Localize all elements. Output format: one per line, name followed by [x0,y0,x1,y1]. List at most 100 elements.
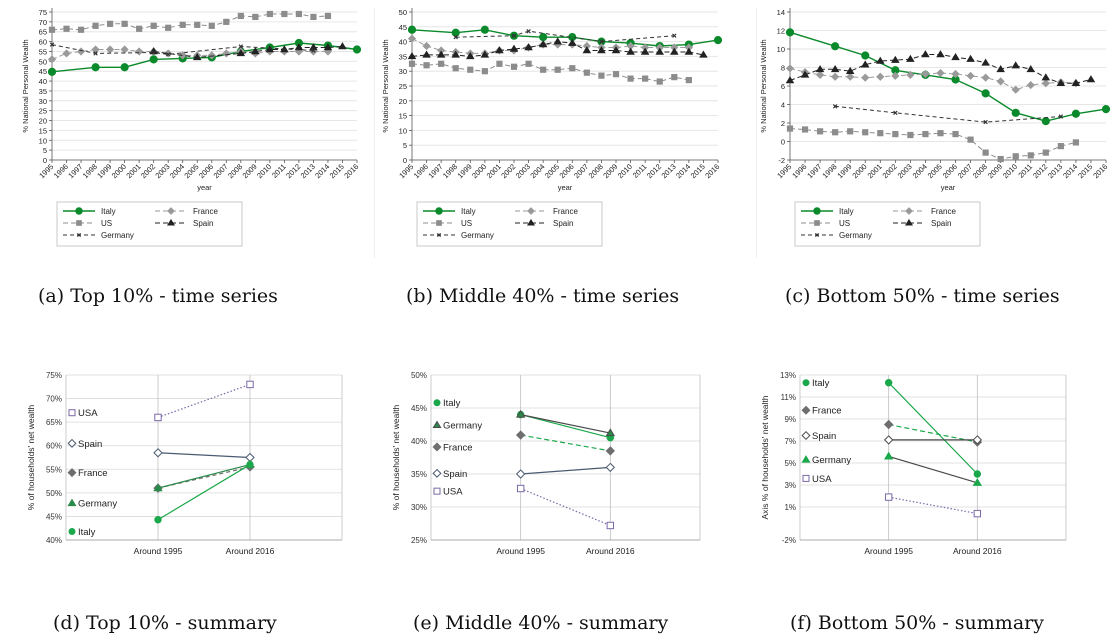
caption-e: (e) Middle 40% - summary [413,612,669,634]
y-axis-label: Axis % of households' net wealth [760,395,770,519]
legend-marker-spain [526,218,536,226]
series-line-germany [51,44,314,55]
data-point-us [982,149,989,156]
data-point-italy [785,28,795,37]
legend-marker-spain [166,218,176,226]
series-line-usa [888,496,978,515]
y-tick-label: 55 [39,47,47,56]
data-point-spain [524,43,533,51]
data-point-france [207,51,216,60]
data-point-france [861,73,870,82]
data-point-italy [91,63,100,72]
x-tick-label: 2002 [139,162,157,180]
y-tick-label: 45% [411,404,427,413]
legend-label-france: France [931,207,956,216]
x-tick-label: 1997 [426,162,444,180]
y-tick-label: 75% [46,371,62,380]
legend-marker-france [527,207,535,215]
panel-e-summary: 25% 30% 35% 40% 45% 50% Around 1995 Around 2016… [378,360,748,590]
legend-marker-italy [68,528,76,536]
data-point-italy [861,51,870,60]
data-point-us [77,26,85,33]
x-tick-label: 2008 [226,162,244,180]
legend-marker-spain [67,438,77,448]
data-point-france [936,68,945,78]
panel-a-time-series: 0 5 10 15 20 25 30 35 40 45 50 55 60 65 70 75 1995 1996 19… [0,0,370,260]
series-line-germany [888,455,978,484]
data-point-us [121,20,128,27]
series-italy [154,460,254,524]
data-point-france [422,41,431,51]
data-point-spain [407,52,417,60]
y-tick-label: 10 [777,45,785,54]
series-line-spain [157,452,251,459]
data-point-spain [466,52,475,60]
data-point-us [685,76,692,84]
legend-marker-usa [802,474,810,482]
data-point-us [862,129,869,136]
series-us [408,60,692,85]
legend-marker-france [167,207,175,215]
data-point-germany [93,51,98,56]
data-point-italy [1041,117,1050,126]
data-point-spain [1071,78,1081,86]
data-point-us [937,130,944,137]
data-point-spain [981,58,990,66]
data-point-us [642,75,649,82]
legend-label-germany: Germany [812,455,851,466]
y-tick-label: 60% [46,442,62,451]
data-point-france [906,70,915,80]
y-tick-label: 7% [784,437,796,446]
data-point-us [452,65,459,72]
legend-marker-spain [432,468,442,478]
legend-label-spain: Spain [812,431,836,442]
x-tick-label: 2012 [1031,162,1049,180]
y-tick-label: 9% [784,415,796,424]
data-point-italy [480,25,489,34]
y-tick-label: 50% [46,489,62,498]
x-tick-label: 1999 [95,162,113,180]
x-tick-label: 2004 [528,162,546,180]
data-point-spain [906,54,915,62]
series-spain [883,435,983,445]
data-point-us [1042,149,1049,156]
x-tick-label: 2012 [645,162,663,180]
y-tick-label: 30 [399,67,407,76]
data-point-spain [699,50,708,58]
data-point-spain [891,55,900,63]
x-tick-label: 1997 [805,162,823,180]
data-point-us [540,66,547,73]
chart-a-svg: 0510152025303540455055606570751995199619… [21,8,362,247]
series-line-germany [520,414,611,434]
series-line-italy [520,414,611,439]
data-point-us [136,25,143,32]
x-tick-label: 2013 [1046,162,1064,180]
legend-marker-usa [433,487,441,495]
x-tick-label: 2002 [881,162,899,180]
x-tick-label: 2000 [470,162,488,180]
data-point-spain [785,76,795,84]
legend-marker-spain [904,218,914,226]
x-tick-label: 2015 [689,162,707,180]
data-point-spain [597,46,606,54]
data-point-usa [154,413,162,422]
data-point-france [135,47,144,56]
y-tick-label: 30% [411,503,427,512]
y-tick-label: 40% [411,437,427,446]
x-tick-label: 2005 [926,162,944,180]
data-point-spain [951,52,960,61]
data-point-france [921,69,930,79]
data-point-germany [883,451,894,460]
data-point-spain [192,53,202,61]
x-tick-label: 2003 [153,162,171,180]
y-tick-label: 15 [399,112,407,121]
data-point-us [510,63,518,70]
data-point-us [179,21,186,28]
x-tick-label: 2008 [971,162,989,180]
panel-separator [374,8,375,258]
legend-label-italy: Italy [443,398,461,409]
y-tick-label: 8 [781,64,785,73]
y-tick-label: 50 [39,57,47,66]
y-tick-label: 65 [39,28,47,37]
legend-label-spain: Spain [78,439,102,450]
